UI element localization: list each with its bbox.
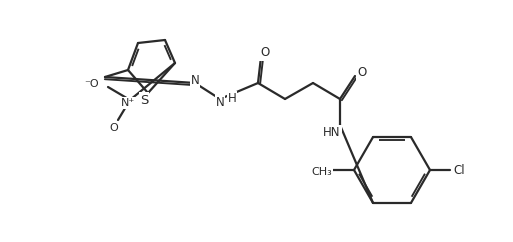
Text: O: O: [110, 123, 119, 133]
Text: O: O: [358, 67, 367, 80]
Text: N: N: [191, 74, 200, 86]
Text: Cl: Cl: [453, 164, 465, 176]
Text: H: H: [228, 91, 237, 105]
Text: HN: HN: [323, 127, 341, 139]
Text: ⁻O: ⁻O: [84, 79, 99, 89]
Text: CH₃: CH₃: [311, 167, 332, 177]
Text: O: O: [261, 46, 270, 60]
Text: S: S: [140, 93, 148, 106]
Text: N⁺: N⁺: [121, 98, 135, 108]
Text: N: N: [215, 96, 224, 108]
